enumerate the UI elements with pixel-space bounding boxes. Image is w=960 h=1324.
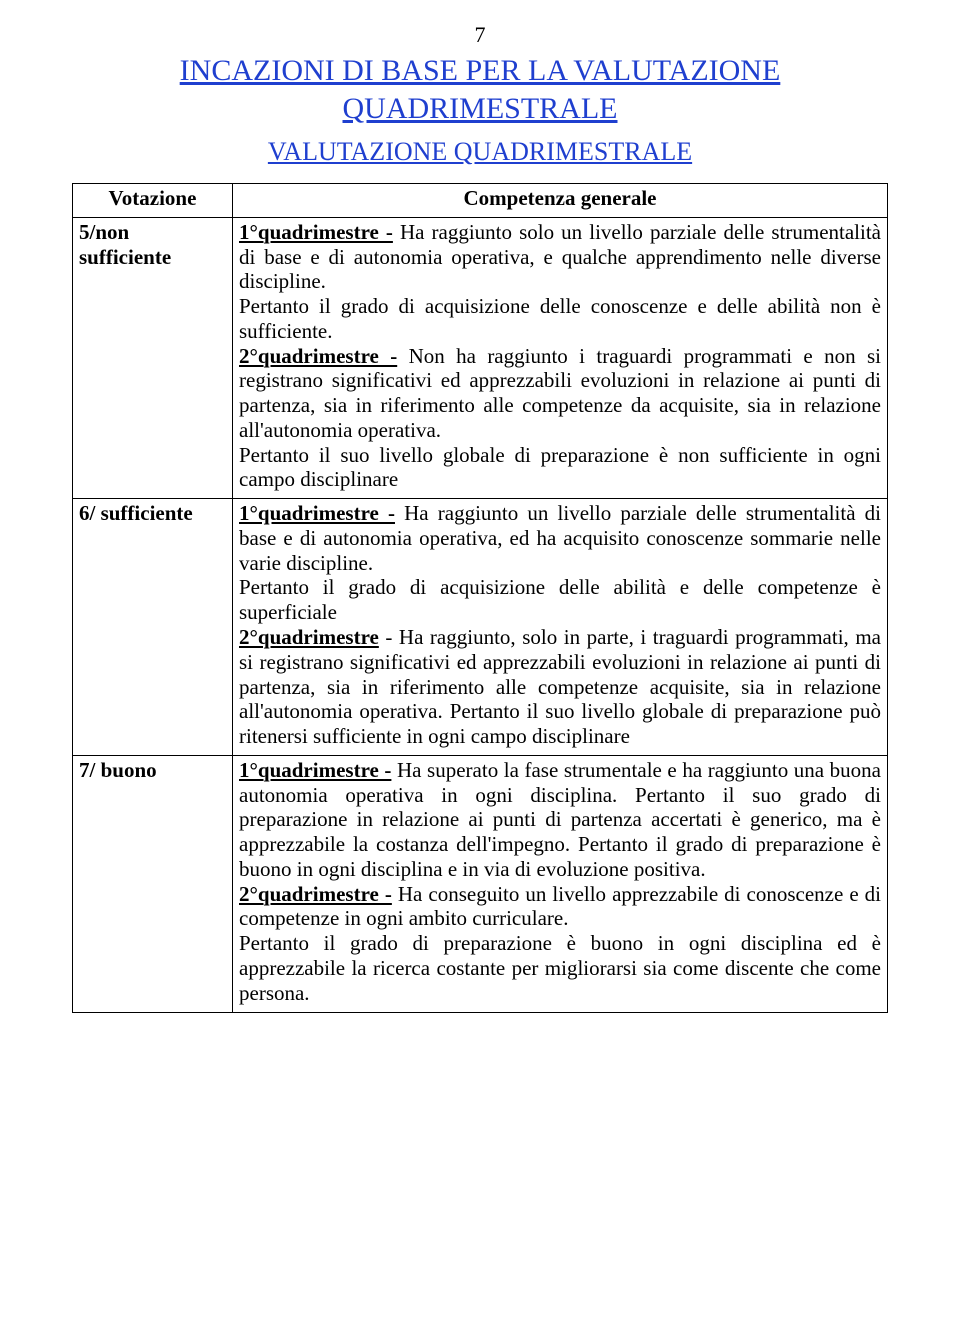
table-header-row: Votazione Competenza generale	[73, 184, 888, 218]
vot-label-5: 5/non sufficiente	[73, 217, 233, 498]
seg-text: Pertanto il grado di acquisizione delle …	[239, 575, 881, 624]
vot-label-6: 6/ sufficiente	[73, 499, 233, 756]
sub-title: VALUTAZIONE QUADRIMESTRALE	[72, 137, 888, 167]
main-title: INCAZIONI DI BASE PER LA VALUTAZIONE QUA…	[72, 52, 888, 127]
lead: 2°quadrimestre	[239, 625, 379, 649]
table-row: 5/non sufficiente 1°quadrimestre - Ha ra…	[73, 217, 888, 498]
main-title-line-1: INCAZIONI DI BASE PER LA VALUTAZIONE	[180, 54, 781, 87]
header-competenza: Competenza generale	[233, 184, 888, 218]
lead: 1°quadrimestre -	[239, 501, 395, 525]
lead: 2°quadrimestre -	[239, 344, 397, 368]
table-row: 7/ buono 1°quadrimestre - Ha superato la…	[73, 755, 888, 1012]
desc-5: 1°quadrimestre - Ha raggiunto solo un li…	[233, 217, 888, 498]
lead: 1°quadrimestre -	[239, 220, 393, 244]
seg-text: Pertanto il grado di preparazione è buon…	[239, 931, 881, 1005]
lead: 2°quadrimestre -	[239, 882, 392, 906]
desc-7: 1°quadrimestre - Ha superato la fase str…	[233, 755, 888, 1012]
lead: 1°quadrimestre -	[239, 758, 391, 782]
header-votazione: Votazione	[73, 184, 233, 218]
page-number: 7	[72, 22, 888, 48]
desc-6: 1°quadrimestre - Ha raggiunto un livello…	[233, 499, 888, 756]
table-row: 6/ sufficiente 1°quadrimestre - Ha raggi…	[73, 499, 888, 756]
evaluation-table: Votazione Competenza generale 5/non suff…	[72, 183, 888, 1013]
page: 7 INCAZIONI DI BASE PER LA VALUTAZIONE Q…	[0, 0, 960, 1053]
vot-label-7: 7/ buono	[73, 755, 233, 1012]
seg-text: Pertanto il grado di acquisizione delle …	[239, 294, 881, 343]
main-title-line-2: QUADRIMESTRALE	[343, 92, 618, 125]
seg-text: Pertanto il suo livello globale di prepa…	[239, 443, 881, 492]
